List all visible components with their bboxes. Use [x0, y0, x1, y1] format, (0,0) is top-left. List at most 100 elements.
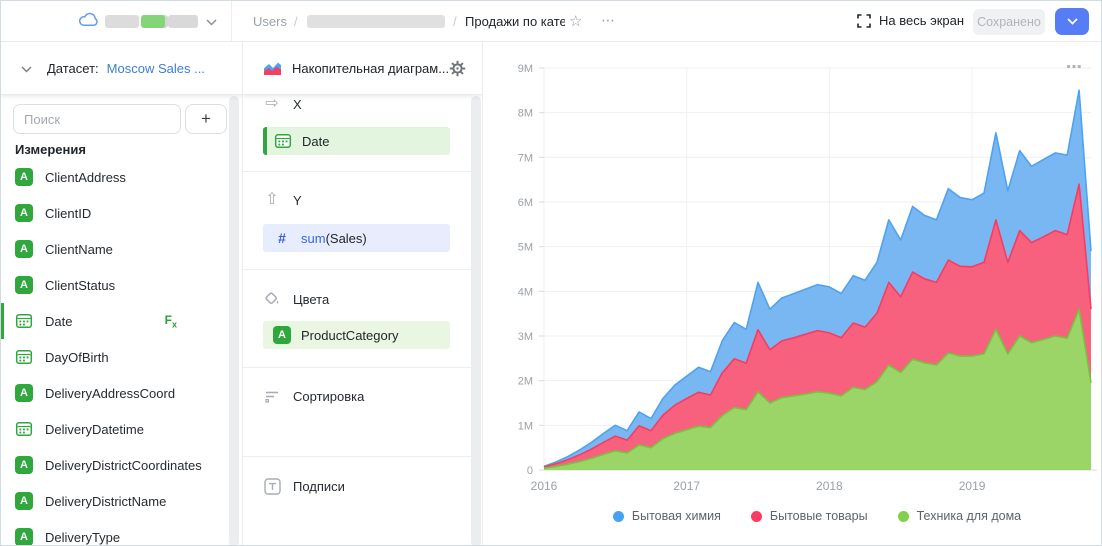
- date-field-icon: [274, 132, 292, 150]
- date-field-icon: [15, 420, 33, 438]
- field-name: ClientStatus: [45, 277, 116, 293]
- field-list-item[interactable]: DeliveryDatetime: [1, 411, 231, 447]
- string-field-icon: A: [15, 204, 33, 222]
- field-name: DeliveryAddressCoord: [45, 385, 176, 401]
- measure-hash-icon: #: [278, 230, 286, 246]
- chevron-down-icon: [1066, 18, 1078, 25]
- add-field-button[interactable]: +: [185, 104, 227, 134]
- chevron-down-icon[interactable]: [206, 19, 217, 26]
- breadcrumb-current-chart-title: Продажи по кате: [465, 14, 565, 29]
- fullscreen-icon: [857, 13, 871, 28]
- save-dropdown-button[interactable]: [1055, 8, 1089, 35]
- top-bar: Users / / Продажи по кате ☆ ⋯ На весь эк…: [1, 1, 1101, 42]
- section-divider: [243, 269, 472, 270]
- favorite-star-icon[interactable]: ☆: [569, 13, 583, 30]
- redacted-workspace-name: [168, 15, 198, 28]
- area-line-Бытовая химия: [543, 89, 1092, 468]
- sort-section-title: Сортировка: [293, 389, 365, 404]
- field-list-item[interactable]: A ClientStatus: [1, 267, 231, 303]
- chevron-down-icon[interactable]: [21, 66, 32, 73]
- section-divider: [243, 367, 472, 368]
- chart-menu-dots-icon[interactable]: ⋯: [1066, 59, 1083, 76]
- y-axis-label: 4M: [518, 286, 533, 298]
- field-list-item[interactable]: A DeliveryDistrictCoordinates: [1, 447, 231, 483]
- legend-item[interactable]: Бытовые товары: [750, 509, 868, 523]
- x-section-label: ⇨ X: [263, 95, 302, 112]
- fullscreen-button[interactable]: На весь экран: [857, 13, 964, 28]
- y-axis-label: 2M: [518, 376, 533, 388]
- redacted-breadcrumb-item[interactable]: [307, 15, 445, 28]
- field-name: ClientID: [45, 205, 92, 221]
- y-field-chip-sum-sales[interactable]: # sum(Sales): [263, 224, 450, 252]
- field-list-item[interactable]: DayOfBirth: [1, 339, 231, 375]
- field-list-item[interactable]: A DeliveryAddressCoord: [1, 375, 231, 411]
- x-section-title: X: [293, 96, 302, 112]
- y-axis-label: 5M: [518, 242, 533, 254]
- legend-label: Бытовая химия: [631, 509, 721, 523]
- string-field-icon: A: [15, 456, 33, 474]
- x-axis-label: 2016: [531, 479, 558, 493]
- legend-item[interactable]: Техника для дома: [897, 509, 1021, 523]
- y-axis-label: 0: [527, 465, 533, 477]
- left-panel-scrollbar[interactable]: [229, 96, 239, 545]
- string-field-icon: A: [15, 276, 33, 294]
- colors-section-title: Цвета: [293, 291, 330, 307]
- chart-type-label: Накопительная диаграм...: [292, 60, 450, 76]
- field-name: DeliveryDistrictName: [45, 493, 167, 509]
- section-divider: [243, 171, 472, 172]
- field-list-item[interactable]: A ClientID: [1, 195, 231, 231]
- field-list-item[interactable]: Date Fx: [1, 303, 231, 339]
- redacted-workspace-name: [105, 15, 139, 28]
- y-axis-label: 9M: [518, 63, 533, 75]
- chart-type-row[interactable]: Накопительная диаграм...: [243, 42, 482, 95]
- field-name: DayOfBirth: [45, 349, 109, 365]
- legend-label: Бытовые товары: [769, 509, 868, 523]
- y-axis-label: 8M: [518, 108, 533, 120]
- area-line-Бытовые товары: [543, 183, 1092, 468]
- breadcrumb-root[interactable]: Users: [253, 14, 287, 29]
- redacted-workspace-name-highlight: [141, 15, 165, 28]
- date-field-icon: [15, 312, 33, 330]
- config-panel-scrollbar[interactable]: [471, 96, 481, 545]
- formula-fx-icon: Fx: [164, 312, 177, 330]
- dataset-name-link[interactable]: Moscow Sales ...: [106, 60, 205, 76]
- header-divider: [231, 1, 232, 41]
- y-section-label: ⇧ Y: [263, 192, 302, 208]
- x-axis-arrow-icon: ⇨: [265, 95, 279, 112]
- chart-config-panel: Накопительная диаграм... ⇨ X Date ⇧ Y # …: [243, 42, 483, 545]
- stacked-area-chart-type-icon: [263, 60, 282, 76]
- string-field-icon: A: [15, 240, 33, 258]
- field-name: DeliveryDistrictCoordinates: [45, 457, 202, 473]
- x-axis-label: 2017: [673, 479, 700, 493]
- more-actions-icon[interactable]: ⋯: [601, 12, 616, 28]
- field-list-item[interactable]: A ClientName: [1, 231, 231, 267]
- area-series-Техника для дома[interactable]: [544, 309, 1091, 470]
- string-field-icon: A: [273, 326, 291, 344]
- y-section-title: Y: [293, 192, 302, 208]
- sort-section-label: Сортировка: [263, 389, 364, 404]
- legend-item[interactable]: Бытовая химия: [612, 509, 721, 523]
- field-list-item[interactable]: A DeliveryDistrictName: [1, 483, 231, 519]
- legend-color-dot: [612, 510, 624, 522]
- section-divider: [243, 456, 472, 457]
- date-field-icon: [15, 348, 33, 366]
- search-input[interactable]: [13, 104, 181, 134]
- field-name: DeliveryDatetime: [45, 421, 144, 437]
- gear-icon[interactable]: [449, 60, 466, 77]
- legend-color-dot: [750, 510, 762, 522]
- dataset-label: Датасет:: [47, 60, 99, 76]
- colors-field-chip-productcategory[interactable]: A ProductCategory: [263, 321, 450, 349]
- saved-button[interactable]: Сохранено: [973, 9, 1045, 35]
- field-list-item[interactable]: A DeliveryType: [1, 519, 231, 545]
- x-field-chip-date[interactable]: Date: [263, 127, 450, 155]
- labels-section-title: Подписи: [293, 479, 345, 494]
- y-axis-label: 7M: [518, 152, 533, 164]
- y-field-name: (Sales): [325, 230, 367, 246]
- colors-field-name: ProductCategory: [301, 327, 399, 343]
- string-field-icon: A: [15, 384, 33, 402]
- text-label-icon: [263, 478, 281, 495]
- field-list-item[interactable]: A ClientAddress: [1, 159, 231, 195]
- legend-color-dot: [897, 510, 909, 522]
- stacked-area-chart[interactable]: 0 1M 2M 3M 4M 5M 6M 7M 8M 9M 2016 2017 2018 2019: [483, 42, 1102, 546]
- x-field-name: Date: [302, 133, 330, 149]
